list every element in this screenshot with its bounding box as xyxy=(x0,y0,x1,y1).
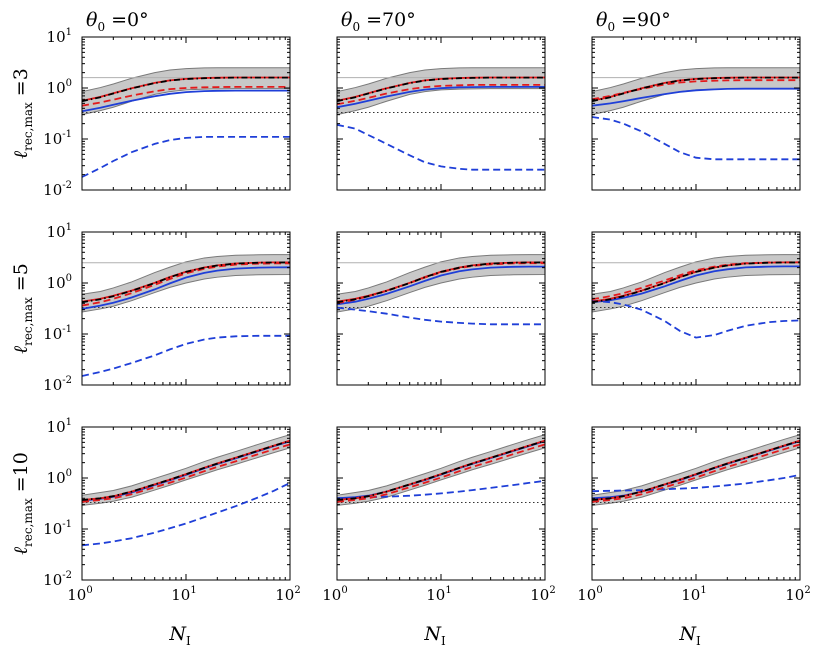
series-blue-dashed xyxy=(82,136,290,178)
x-tick-label: 101 xyxy=(426,585,451,604)
panel-r1-c0: 101 100 10-1 10-2 xyxy=(43,222,291,394)
panel-r0-c2 xyxy=(591,36,801,191)
x-tick-label: 100 xyxy=(67,585,92,604)
series-black-dash-dot xyxy=(82,440,290,501)
y-tick-label: 100 xyxy=(47,78,72,97)
uncertainty-band xyxy=(337,254,545,313)
y-tick-label: 101 xyxy=(47,27,72,46)
panel-r0-c1 xyxy=(336,36,546,191)
x-tick-label: 100 xyxy=(577,585,602,604)
series-black-dash-dot xyxy=(82,261,290,304)
series-blue-solid xyxy=(82,266,290,310)
y-tick-label: 101 xyxy=(47,222,72,241)
panel-r2-c1: 100 101 102 xyxy=(322,426,556,604)
series-blue-dashed xyxy=(592,474,800,493)
plot-area xyxy=(592,67,800,161)
plot-area xyxy=(592,254,800,339)
x-axis-label: NI xyxy=(678,623,701,648)
y-tick-label: 101 xyxy=(47,417,72,436)
series-black-dash-dot xyxy=(337,440,545,501)
series-blue-dashed xyxy=(337,479,545,500)
plot-area xyxy=(82,434,290,547)
panel-frame xyxy=(81,36,291,191)
series-black-dash-dot xyxy=(592,440,800,501)
plot-area xyxy=(82,254,290,377)
series-red-dashed xyxy=(82,86,290,107)
x-tick-label: 101 xyxy=(681,585,706,604)
y-tick-label: 10-2 xyxy=(43,180,72,199)
plot-area xyxy=(337,254,545,326)
series-blue-solid xyxy=(592,87,800,107)
uncertainty-band xyxy=(592,434,800,506)
y-tick-label: 10-2 xyxy=(43,375,72,394)
row-label: ℓrec,max =5 xyxy=(10,263,35,354)
series-black-dash-dot xyxy=(592,261,800,304)
series-blue-dashed xyxy=(592,299,800,339)
x-tick-label: 102 xyxy=(785,585,810,604)
row-label: ℓrec,max =3 xyxy=(10,68,35,159)
y-tick-label: 10-2 xyxy=(43,570,72,589)
series-blue-solid xyxy=(592,265,800,304)
plot-area xyxy=(337,67,545,171)
plot-area xyxy=(82,67,290,178)
series-blue-dashed xyxy=(337,123,545,171)
column-title: θ0 =90° xyxy=(596,9,671,34)
panel-frame xyxy=(591,36,801,191)
y-tick-label: 100 xyxy=(47,273,72,292)
row-label: ℓrec,max =10 xyxy=(10,452,35,555)
series-black-dash-dot xyxy=(337,261,545,304)
x-tick-label: 102 xyxy=(275,585,300,604)
panel-r1-c2 xyxy=(591,231,801,386)
series-red-dashed xyxy=(337,84,545,106)
plot-area xyxy=(592,434,800,506)
uncertainty-band xyxy=(592,254,800,313)
y-tick-label: 100 xyxy=(47,468,72,487)
panel-r2-c2: 100 101 102 xyxy=(577,426,811,604)
x-tick-label: 101 xyxy=(171,585,196,604)
series-blue-dashed xyxy=(592,116,800,161)
series-red-dashed xyxy=(82,262,290,307)
series-blue-solid xyxy=(337,265,545,306)
x-axis-label: NI xyxy=(168,623,191,648)
uncertainty-band xyxy=(337,434,545,506)
uncertainty-band xyxy=(337,67,545,116)
series-blue-dashed xyxy=(82,334,290,377)
series-black-dash-dot xyxy=(592,76,800,103)
series-blue-dashed xyxy=(337,306,545,326)
y-tick-label: 10-1 xyxy=(43,324,72,343)
x-tick-label: 100 xyxy=(322,585,347,604)
column-title: θ0 =0° xyxy=(86,9,149,34)
y-tick-label: 10-1 xyxy=(43,129,72,148)
x-tick-label: 102 xyxy=(530,585,555,604)
y-tick-label: 10-1 xyxy=(43,519,72,538)
panel-r0-c0: 101 100 10-1 10-2 xyxy=(43,27,291,199)
x-axis-label: NI xyxy=(423,623,446,648)
plot-area xyxy=(337,434,545,506)
series-black-dash-dot xyxy=(82,76,290,103)
series-blue-solid xyxy=(337,86,545,109)
series-black-dash-dot xyxy=(337,76,545,103)
uncertainty-band xyxy=(82,434,290,506)
column-title: θ0 =70° xyxy=(341,9,416,34)
series-blue-solid xyxy=(82,89,290,113)
series-red-dashed xyxy=(592,79,800,101)
panel-r1-c1 xyxy=(336,231,546,386)
